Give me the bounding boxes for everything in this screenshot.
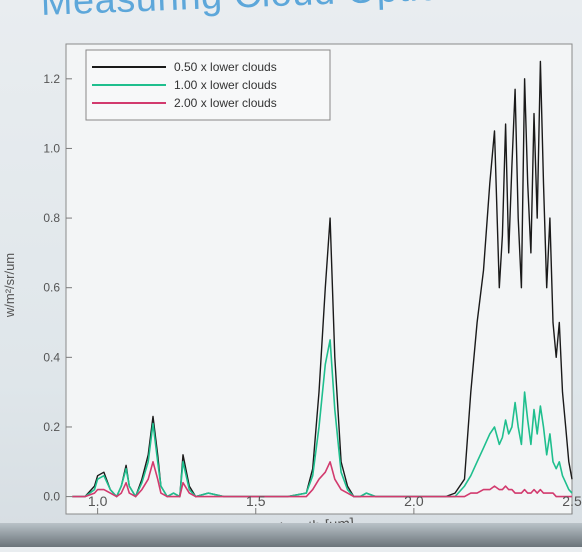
y-axis-ticks: 0.0 0.2 0.4 0.6 0.8 1.0 1.2: [43, 72, 72, 504]
x-axis-ticks: 1.0 1.5 2.0 2.5: [88, 493, 582, 514]
legend-label-0: 0.50 x lower clouds: [174, 60, 277, 74]
legend: 0.50 x lower clouds 1.00 x lower clouds …: [85, 49, 331, 121]
y-tick-label: 0.8: [43, 211, 60, 225]
y-tick-label: 0.0: [43, 490, 60, 504]
series-line-1: [72, 339, 573, 498]
y-tick-label: 1.2: [43, 72, 60, 86]
y-tick-label: 0.2: [43, 420, 60, 434]
series-line-2: [72, 460, 572, 498]
x-tick-label: 1.5: [246, 493, 266, 509]
y-tick-label: 0.4: [43, 350, 60, 364]
y-tick-label: 0.6: [43, 281, 60, 295]
legend-label-1: 1.00 x lower clouds: [174, 78, 277, 92]
series-layer: [72, 60, 573, 498]
y-axis-label: w/m²/sr/um: [2, 253, 17, 318]
x-tick-label: 1.0: [88, 493, 108, 509]
x-tick-label: 2.5: [562, 493, 582, 509]
y-tick-label: 1.0: [43, 141, 60, 155]
x-tick-label: 2.0: [404, 493, 424, 509]
presentation-frame-bottom: [0, 523, 582, 547]
legend-label-2: 2.00 x lower clouds: [174, 96, 277, 110]
